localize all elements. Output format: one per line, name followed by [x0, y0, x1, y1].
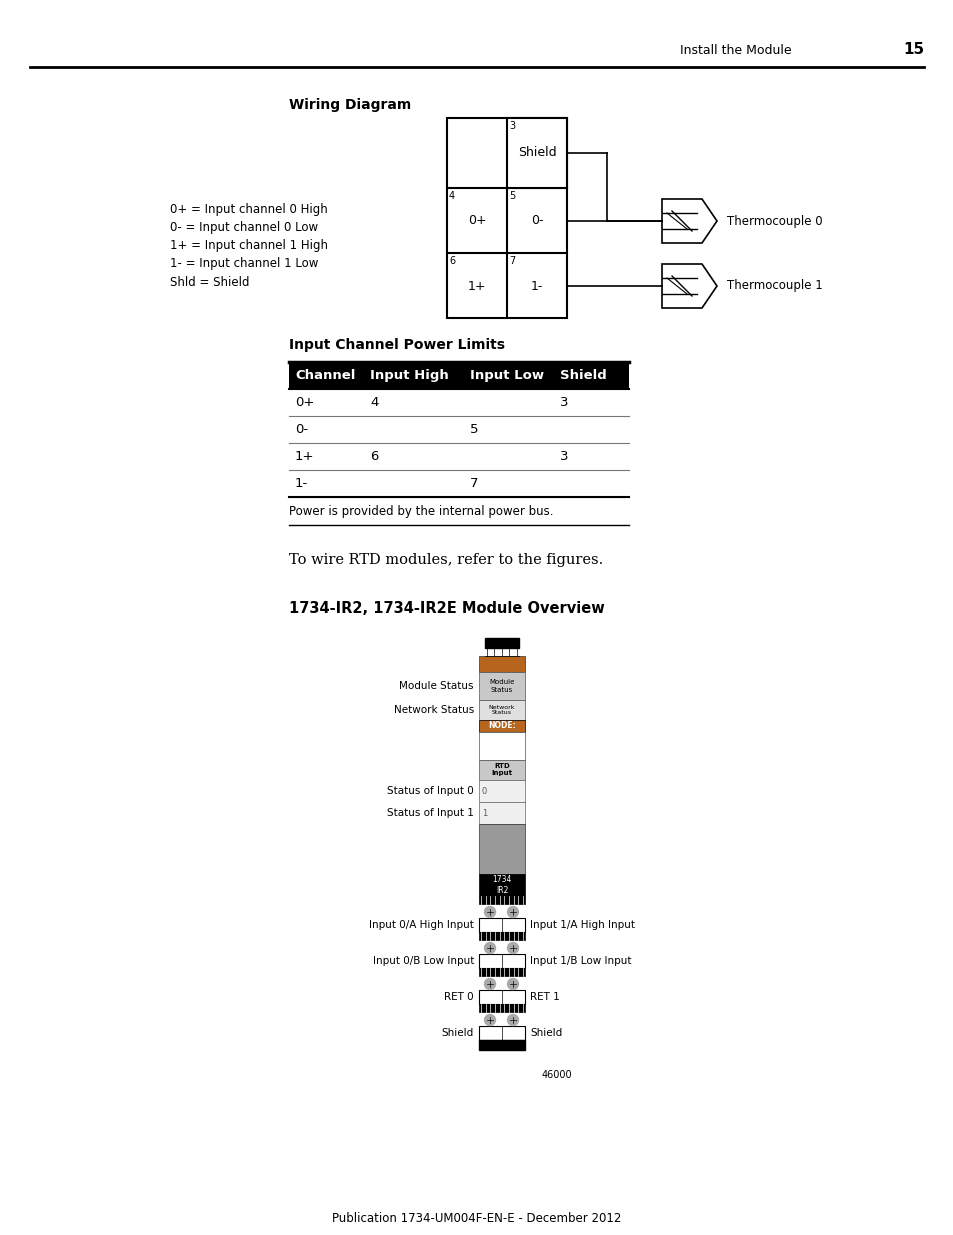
- Bar: [478, 953, 524, 968]
- Text: 7: 7: [509, 256, 515, 266]
- Text: 1+: 1+: [467, 279, 486, 293]
- Text: 46000: 46000: [541, 1070, 572, 1079]
- Text: Input 1/B Low Input: Input 1/B Low Input: [530, 956, 631, 966]
- Text: Shield: Shield: [559, 369, 606, 382]
- Bar: [478, 1026, 524, 1040]
- Text: Thermocouple 1: Thermocouple 1: [726, 279, 821, 293]
- Text: Publication 1734-UM004F-EN-E - December 2012: Publication 1734-UM004F-EN-E - December …: [332, 1212, 621, 1224]
- Text: 0-: 0-: [530, 215, 542, 227]
- Bar: [478, 700, 524, 720]
- Text: Network
Status: Network Status: [488, 705, 515, 715]
- Circle shape: [484, 942, 495, 953]
- Circle shape: [507, 942, 518, 953]
- Bar: [478, 824, 524, 874]
- Text: Status of Input 1: Status of Input 1: [387, 808, 474, 818]
- Text: 1734
IR2: 1734 IR2: [492, 876, 511, 894]
- Text: 3: 3: [559, 450, 568, 463]
- Bar: [478, 656, 524, 672]
- Bar: [478, 990, 524, 1004]
- Bar: [478, 874, 524, 897]
- Bar: [478, 760, 524, 781]
- Text: 0: 0: [481, 787, 487, 795]
- Text: Power is provided by the internal power bus.: Power is provided by the internal power …: [289, 505, 553, 517]
- Text: 6: 6: [370, 450, 378, 463]
- Bar: [289, 362, 628, 389]
- Bar: [478, 720, 524, 732]
- Text: Module Status: Module Status: [399, 680, 474, 692]
- Text: Input High: Input High: [370, 369, 448, 382]
- Text: To wire RTD modules, refer to the figures.: To wire RTD modules, refer to the figure…: [289, 553, 602, 567]
- Bar: [447, 119, 566, 317]
- Text: Module
Status: Module Status: [489, 679, 515, 693]
- Text: NODE:: NODE:: [488, 721, 516, 730]
- Bar: [484, 638, 518, 648]
- Text: 4: 4: [370, 396, 378, 409]
- Text: RET 0: RET 0: [444, 992, 474, 1002]
- Text: 1734-IR2, 1734-IR2E Module Overview: 1734-IR2, 1734-IR2E Module Overview: [289, 601, 604, 616]
- Text: Install the Module: Install the Module: [679, 43, 791, 57]
- Text: Network Status: Network Status: [394, 705, 474, 715]
- Text: Input Low: Input Low: [470, 369, 543, 382]
- Text: Status of Input 0: Status of Input 0: [387, 785, 474, 797]
- Text: Input 0/B Low Input: Input 0/B Low Input: [373, 956, 474, 966]
- Text: RET 1: RET 1: [530, 992, 559, 1002]
- Bar: [478, 918, 524, 932]
- Bar: [478, 968, 524, 976]
- Text: Shld = Shield: Shld = Shield: [170, 275, 250, 289]
- Circle shape: [507, 1014, 518, 1025]
- Bar: [506, 119, 566, 188]
- Text: Input 1/A High Input: Input 1/A High Input: [530, 920, 635, 930]
- Text: 0-: 0-: [294, 424, 308, 436]
- Text: Channel: Channel: [294, 369, 355, 382]
- Text: 1: 1: [481, 809, 487, 818]
- Text: 0- = Input channel 0 Low: 0- = Input channel 0 Low: [170, 221, 317, 235]
- Text: Thermocouple 0: Thermocouple 0: [726, 215, 821, 227]
- Text: 7: 7: [470, 477, 478, 490]
- Text: 6: 6: [449, 256, 455, 266]
- Polygon shape: [661, 199, 717, 243]
- Text: 0+: 0+: [467, 215, 486, 227]
- Circle shape: [484, 978, 495, 989]
- Bar: [478, 932, 524, 940]
- Circle shape: [484, 906, 495, 918]
- Bar: [478, 781, 524, 802]
- Bar: [478, 1040, 524, 1050]
- Bar: [478, 1004, 524, 1011]
- Text: 1+: 1+: [294, 450, 314, 463]
- Text: 1-: 1-: [530, 279, 542, 293]
- Text: Input Channel Power Limits: Input Channel Power Limits: [289, 338, 504, 352]
- Circle shape: [507, 906, 518, 918]
- Text: 4: 4: [449, 191, 455, 201]
- Text: 1-: 1-: [294, 477, 308, 490]
- Text: RTD
Input: RTD Input: [491, 763, 512, 777]
- Text: 5: 5: [470, 424, 478, 436]
- Polygon shape: [661, 264, 717, 308]
- Text: 1+ = Input channel 1 High: 1+ = Input channel 1 High: [170, 240, 328, 252]
- Bar: [478, 732, 524, 760]
- Text: 0+: 0+: [294, 396, 314, 409]
- Text: Shield: Shield: [441, 1028, 474, 1037]
- Text: 3: 3: [509, 121, 515, 131]
- Text: 5: 5: [509, 191, 515, 201]
- Text: Shield: Shield: [530, 1028, 561, 1037]
- Text: 15: 15: [902, 42, 923, 58]
- Text: Shield: Shield: [517, 147, 556, 159]
- Text: 1- = Input channel 1 Low: 1- = Input channel 1 Low: [170, 258, 318, 270]
- Circle shape: [507, 978, 518, 989]
- Text: 3: 3: [559, 396, 568, 409]
- Bar: [478, 897, 524, 904]
- Text: Input 0/A High Input: Input 0/A High Input: [369, 920, 474, 930]
- Circle shape: [484, 1014, 495, 1025]
- Bar: [478, 802, 524, 824]
- Text: Wiring Diagram: Wiring Diagram: [289, 98, 411, 112]
- Text: 0+ = Input channel 0 High: 0+ = Input channel 0 High: [170, 204, 328, 216]
- Bar: [478, 672, 524, 700]
